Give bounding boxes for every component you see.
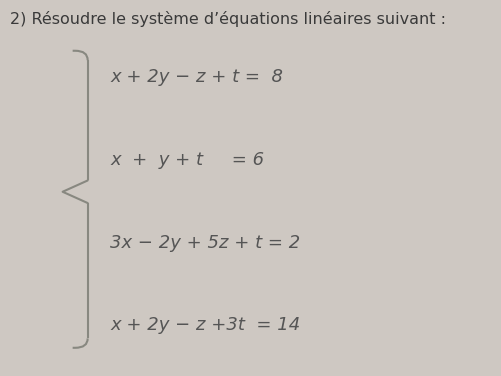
- Text: x + 2y − z +3t  = 14: x + 2y − z +3t = 14: [110, 316, 301, 334]
- Text: 3x − 2y + 5z + t = 2: 3x − 2y + 5z + t = 2: [110, 233, 301, 252]
- Text: x  +  y + t     = 6: x + y + t = 6: [110, 151, 265, 169]
- Text: x + 2y − z + t =  8: x + 2y − z + t = 8: [110, 68, 283, 86]
- Text: 2) Résoudre le système d’équations linéaires suivant :: 2) Résoudre le système d’équations linéa…: [10, 11, 446, 27]
